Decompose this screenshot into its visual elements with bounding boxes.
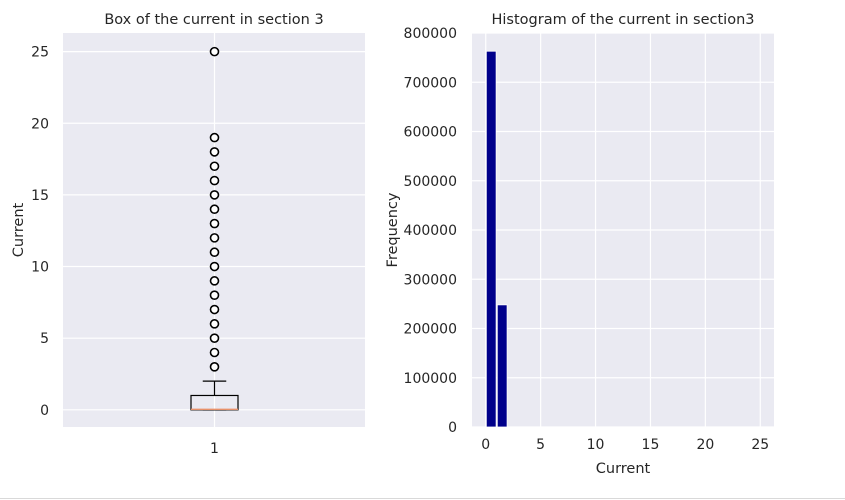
boxplot-outlier-point xyxy=(209,261,220,272)
boxplot-x-tick-label: 1 xyxy=(210,441,219,457)
boxplot-outlier-point xyxy=(209,290,220,300)
boxplot-outlier-point xyxy=(209,362,220,372)
histogram-bars xyxy=(485,50,508,428)
histogram-y-axis-label: Frequency xyxy=(385,192,401,267)
boxplot-y-tick-label: 25 xyxy=(31,45,49,61)
boxplot-outlier-point xyxy=(209,319,220,329)
boxplot-outlier-point xyxy=(209,132,220,143)
histogram-y-tick-label: 400000 xyxy=(404,223,457,239)
boxplot-panel: 0 5 10 15 20 25 1 Box of the current in sectio… xyxy=(11,12,365,457)
histogram-bar xyxy=(485,50,497,428)
boxplot-outlier-point xyxy=(209,204,220,215)
boxplot-outlier-point xyxy=(209,175,220,186)
boxplot-title: Box of the current in section 3 xyxy=(104,12,323,28)
boxplot-y-tick-label: 15 xyxy=(31,188,49,204)
boxplot-y-tick-label: 20 xyxy=(31,116,49,132)
histogram-y-tick-label: 100000 xyxy=(404,371,457,387)
histogram-x-tick-label: 20 xyxy=(696,437,714,453)
boxplot-outlier-point xyxy=(209,304,220,315)
histogram-tick-labels: 0 100000 200000 300000 400000 500000 600000 700… xyxy=(404,26,770,453)
boxplot-tick-labels: 0 5 10 15 20 25 1 xyxy=(31,45,219,457)
histogram-y-tick-label: 600000 xyxy=(404,125,457,141)
boxplot-outlier-point xyxy=(209,147,220,157)
boxplot-outlier-point xyxy=(209,276,220,286)
boxplot-y-tick-label: 5 xyxy=(40,331,49,347)
boxplot-outlier-point xyxy=(209,233,220,243)
boxplot-outlier-point xyxy=(209,190,220,200)
histogram-panel: 0 100000 200000 300000 400000 500000 600000 700… xyxy=(385,12,774,477)
histogram-gridlines xyxy=(472,32,774,428)
boxplot-y-axis-label: Current xyxy=(11,202,27,257)
footer-divider xyxy=(0,498,845,499)
histogram-x-tick-label: 5 xyxy=(536,437,545,453)
boxplot-outlier-point xyxy=(209,46,220,57)
histogram-y-tick-label: 200000 xyxy=(404,322,457,338)
boxplot-outlier-point xyxy=(209,247,220,258)
histogram-x-tick-label: 0 xyxy=(481,437,490,453)
histogram-x-axis-label: Current xyxy=(596,461,651,477)
histogram-title: Histogram of the current in section3 xyxy=(491,12,754,28)
histogram-x-tick-label: 15 xyxy=(642,437,660,453)
histogram-x-tick-label: 25 xyxy=(751,437,769,453)
boxplot-outlier-point xyxy=(209,218,220,229)
boxplot-y-tick-label: 10 xyxy=(31,260,49,276)
histogram-x-tick-label: 10 xyxy=(587,437,605,453)
histogram-y-tick-label: 800000 xyxy=(404,26,457,42)
histogram-y-tick-label: 700000 xyxy=(404,75,457,91)
boxplot-outlier-point xyxy=(209,333,220,343)
boxplot-marks xyxy=(190,46,239,411)
boxplot-outlier-point xyxy=(209,161,220,172)
histogram-y-tick-label: 300000 xyxy=(404,272,457,288)
boxplot-outlier-point xyxy=(209,347,220,358)
boxplot-y-tick-label: 0 xyxy=(40,403,49,419)
histogram-bar xyxy=(496,304,508,428)
histogram-y-tick-label: 0 xyxy=(448,420,457,436)
histogram-y-tick-label: 500000 xyxy=(404,174,457,190)
